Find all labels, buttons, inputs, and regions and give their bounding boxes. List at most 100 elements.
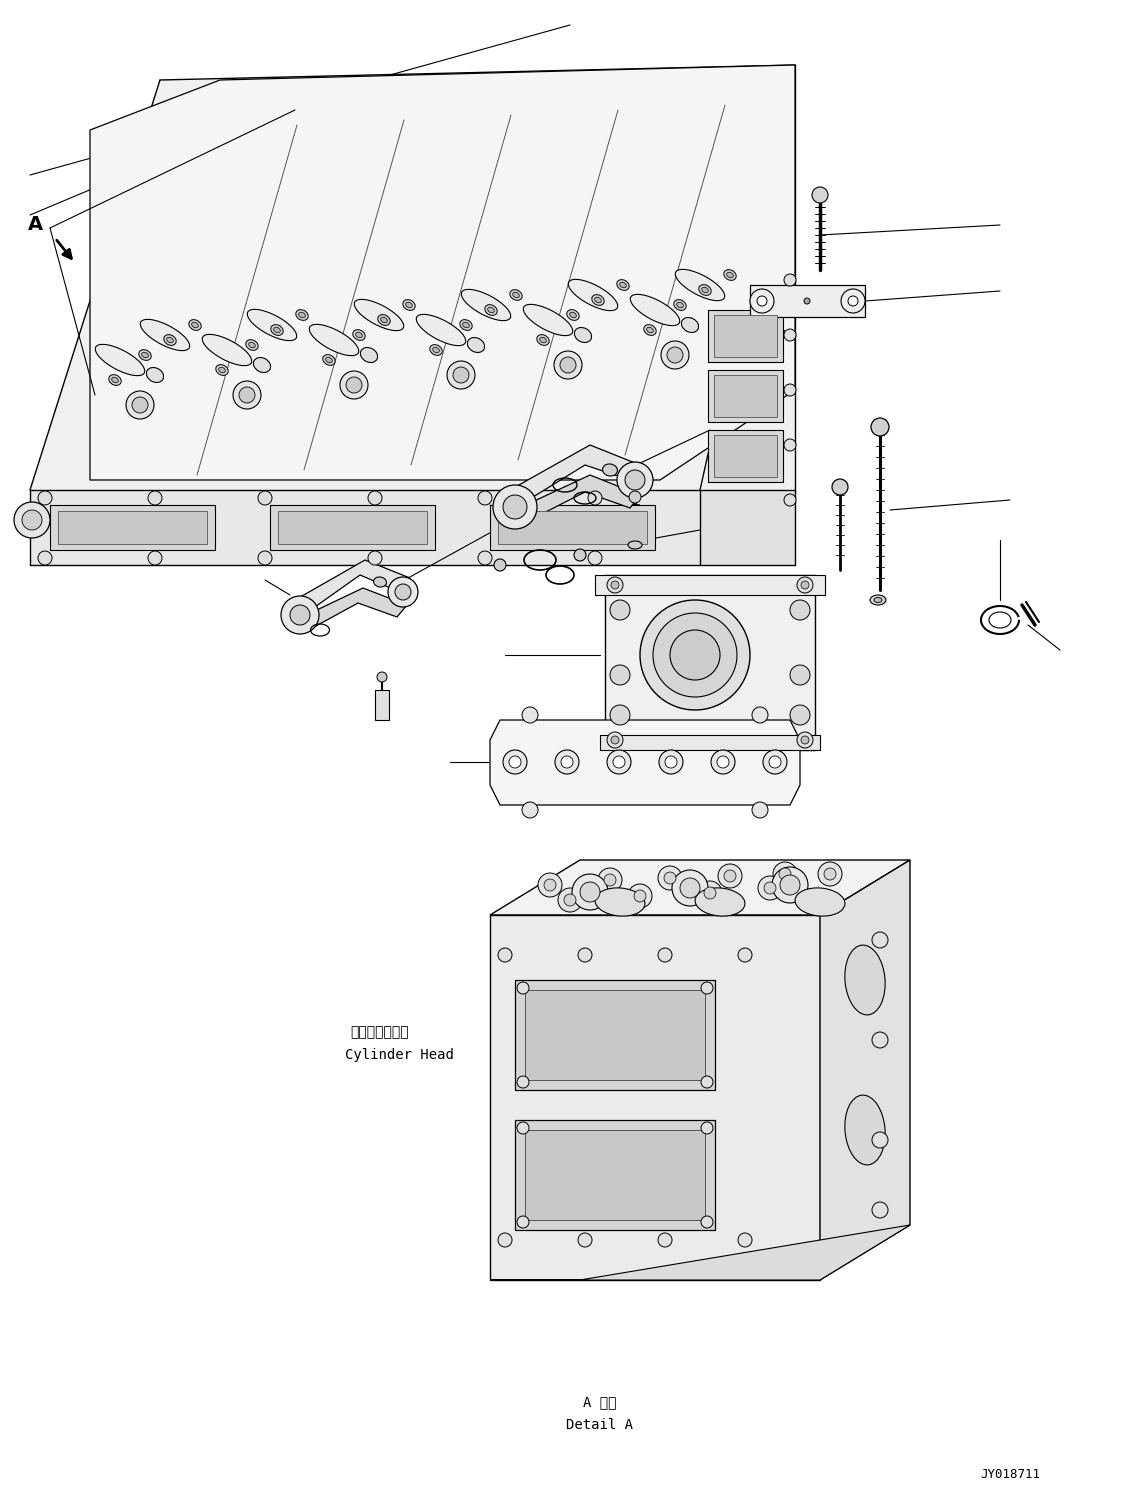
Circle shape xyxy=(700,1217,713,1229)
Circle shape xyxy=(494,559,506,571)
Circle shape xyxy=(259,491,272,505)
Text: Cylinder Head: Cylinder Head xyxy=(345,1048,453,1062)
Circle shape xyxy=(580,883,600,902)
Circle shape xyxy=(849,297,858,306)
Ellipse shape xyxy=(574,328,591,343)
Circle shape xyxy=(823,868,836,880)
Circle shape xyxy=(658,948,672,962)
Ellipse shape xyxy=(845,945,885,1015)
Ellipse shape xyxy=(620,282,626,288)
Circle shape xyxy=(752,802,768,819)
Ellipse shape xyxy=(727,273,734,277)
Circle shape xyxy=(718,863,741,889)
Circle shape xyxy=(704,887,716,899)
Bar xyxy=(708,370,782,422)
Polygon shape xyxy=(700,491,795,565)
Ellipse shape xyxy=(433,347,440,353)
Circle shape xyxy=(801,581,809,589)
Polygon shape xyxy=(510,444,640,505)
Ellipse shape xyxy=(353,330,366,340)
Circle shape xyxy=(132,397,148,413)
Circle shape xyxy=(667,347,683,362)
Circle shape xyxy=(790,599,810,620)
Circle shape xyxy=(498,1233,513,1246)
Ellipse shape xyxy=(595,297,601,303)
Circle shape xyxy=(572,874,608,910)
Circle shape xyxy=(871,417,890,435)
Circle shape xyxy=(784,494,796,505)
Circle shape xyxy=(661,341,689,368)
Circle shape xyxy=(700,1077,713,1088)
Circle shape xyxy=(607,732,623,748)
Ellipse shape xyxy=(630,294,680,325)
Ellipse shape xyxy=(219,367,226,373)
Circle shape xyxy=(763,750,787,774)
Circle shape xyxy=(790,665,810,684)
Ellipse shape xyxy=(253,358,271,373)
Ellipse shape xyxy=(461,289,510,321)
Ellipse shape xyxy=(247,309,297,340)
Circle shape xyxy=(607,577,623,593)
Ellipse shape xyxy=(567,310,580,321)
Circle shape xyxy=(577,1233,592,1246)
Text: A 詳細: A 詳細 xyxy=(583,1396,616,1409)
Circle shape xyxy=(664,872,677,884)
Ellipse shape xyxy=(298,312,305,318)
Circle shape xyxy=(698,881,722,905)
Ellipse shape xyxy=(96,344,145,376)
Circle shape xyxy=(38,491,52,505)
Ellipse shape xyxy=(322,355,335,365)
Circle shape xyxy=(38,552,52,565)
Circle shape xyxy=(290,605,310,625)
Circle shape xyxy=(812,186,828,203)
Circle shape xyxy=(831,479,849,495)
Ellipse shape xyxy=(166,337,173,343)
Ellipse shape xyxy=(360,347,378,362)
Circle shape xyxy=(493,485,536,529)
Ellipse shape xyxy=(310,325,359,356)
Circle shape xyxy=(453,367,469,383)
Ellipse shape xyxy=(675,270,724,301)
Polygon shape xyxy=(30,66,795,491)
Circle shape xyxy=(604,874,616,886)
Circle shape xyxy=(346,377,362,394)
Circle shape xyxy=(126,391,154,419)
Circle shape xyxy=(517,1217,528,1229)
Circle shape xyxy=(588,491,603,505)
Ellipse shape xyxy=(570,312,576,318)
Polygon shape xyxy=(490,860,910,915)
Ellipse shape xyxy=(603,464,617,476)
Ellipse shape xyxy=(147,367,164,383)
Bar xyxy=(714,435,777,477)
Bar xyxy=(525,1130,705,1220)
Circle shape xyxy=(872,1032,888,1048)
Circle shape xyxy=(784,330,796,341)
Bar xyxy=(270,505,435,550)
Circle shape xyxy=(780,875,800,895)
Circle shape xyxy=(368,491,382,505)
Circle shape xyxy=(659,750,683,774)
Ellipse shape xyxy=(374,577,386,587)
Ellipse shape xyxy=(617,280,629,291)
Circle shape xyxy=(341,371,368,400)
Circle shape xyxy=(517,1123,528,1135)
Ellipse shape xyxy=(215,365,228,376)
Bar xyxy=(50,505,215,550)
Ellipse shape xyxy=(699,285,711,295)
Ellipse shape xyxy=(355,332,362,338)
Circle shape xyxy=(577,948,592,962)
Ellipse shape xyxy=(795,887,845,915)
Ellipse shape xyxy=(540,337,547,343)
Circle shape xyxy=(757,297,767,306)
Text: シリンダヘッド: シリンダヘッド xyxy=(350,1024,409,1039)
Ellipse shape xyxy=(191,322,198,328)
Ellipse shape xyxy=(429,344,442,355)
Circle shape xyxy=(574,549,585,561)
Bar xyxy=(708,310,782,362)
Circle shape xyxy=(22,510,42,529)
Ellipse shape xyxy=(874,598,882,602)
Circle shape xyxy=(797,732,813,748)
Polygon shape xyxy=(90,66,795,480)
Circle shape xyxy=(517,983,528,994)
Circle shape xyxy=(757,877,782,901)
